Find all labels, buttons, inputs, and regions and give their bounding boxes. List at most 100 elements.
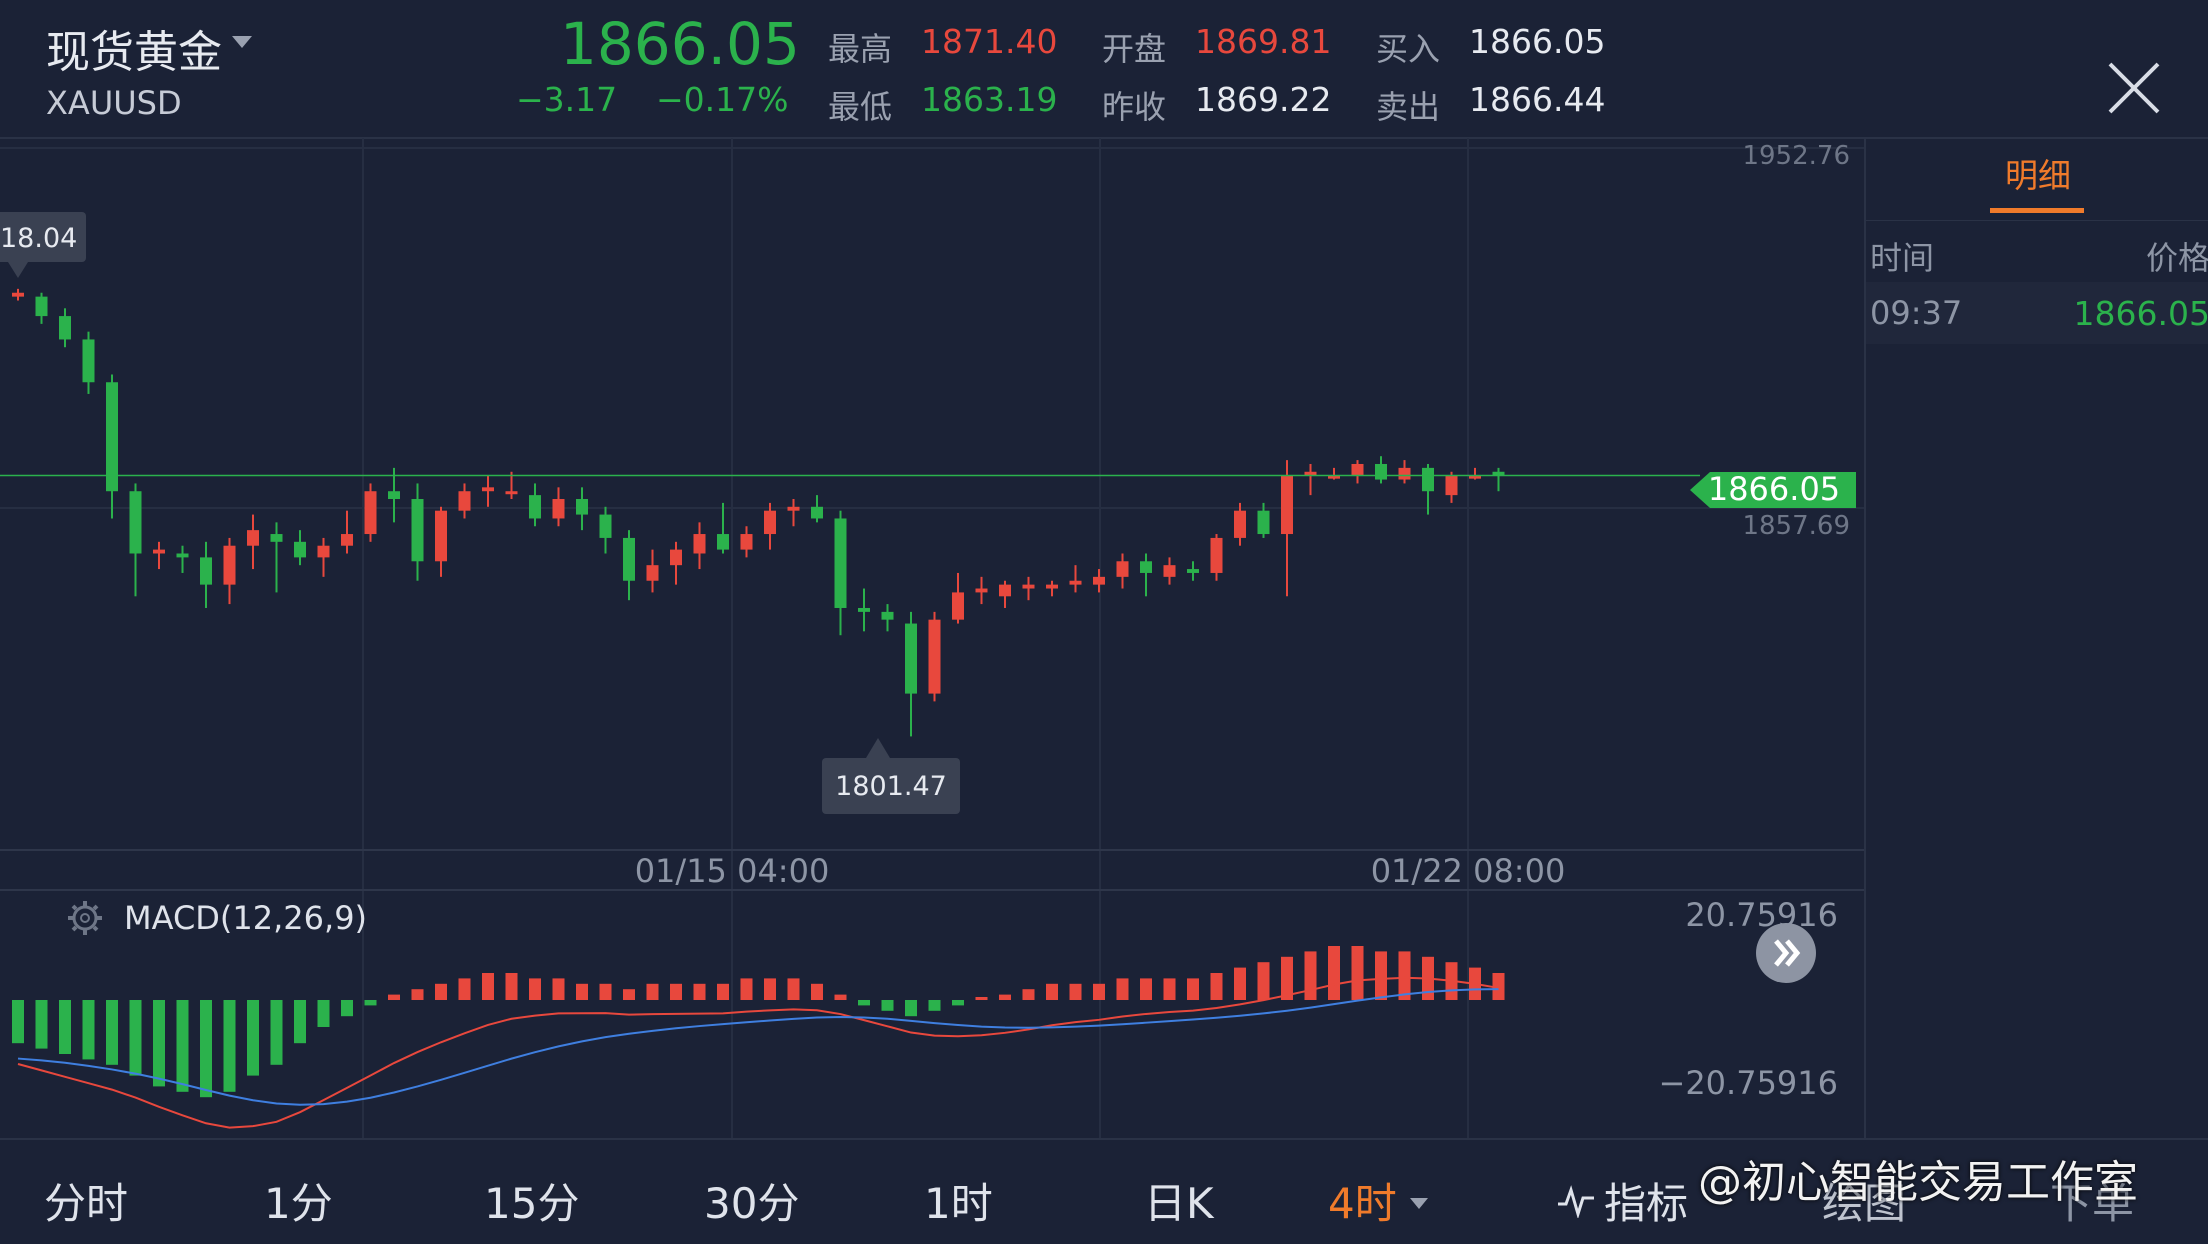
- bottom-toolbar: 分时 1分 15分 30分 1时 日K 4时 指标 绘图 下单: [0, 1138, 2208, 1244]
- ask-label: 卖出: [1376, 88, 1441, 126]
- macd-bar: [1351, 946, 1364, 1000]
- macd-bar: [505, 973, 518, 1000]
- bid-value: 1866.05: [1469, 22, 1606, 61]
- indicator-button[interactable]: 指标: [1604, 1179, 1689, 1228]
- candle-body: [623, 537, 635, 581]
- macd-bar: [740, 978, 753, 1000]
- macd-bar: [388, 994, 400, 1000]
- macd-bar: [1163, 978, 1176, 1000]
- macd-bar: [952, 1000, 964, 1006]
- candle-body: [223, 545, 236, 585]
- macd-bar: [247, 1000, 259, 1076]
- tab-detail[interactable]: 明细: [2005, 156, 2071, 195]
- macd-bar: [294, 1000, 306, 1044]
- candle-body: [975, 588, 988, 593]
- macd-bar: [1234, 967, 1246, 1000]
- macd-bar: [552, 978, 565, 1000]
- time-label-2: 01/22 08:00: [1371, 852, 1566, 890]
- macd-bar: [200, 1000, 212, 1098]
- candle-body: [1140, 561, 1152, 573]
- axis-top-label: 1952.76: [1742, 141, 1850, 171]
- candle-body: [294, 541, 306, 558]
- current-price-tag-label: 1866.05: [1708, 470, 1840, 508]
- macd-bar: [153, 1000, 165, 1087]
- tab-timeframe-1m[interactable]: 1分: [264, 1179, 333, 1228]
- macd-bar: [1257, 962, 1270, 1000]
- gear-icon[interactable]: [68, 901, 102, 935]
- macd-histogram: [12, 946, 1505, 1129]
- candle-body: [1281, 475, 1293, 535]
- double-chevron-right-icon: [1774, 939, 1801, 967]
- draw-button[interactable]: 绘图: [1822, 1179, 1907, 1228]
- candle-body: [740, 534, 753, 550]
- macd-bar: [717, 983, 729, 1000]
- macd-bar: [482, 973, 494, 1000]
- macd-bar: [1304, 951, 1317, 1000]
- candle-body: [1375, 463, 1387, 480]
- candle-body: [1398, 467, 1411, 480]
- macd-bar: [82, 1000, 95, 1060]
- chevron-down-icon[interactable]: [1410, 1198, 1428, 1209]
- instrument-title[interactable]: 现货黄金: [46, 27, 222, 78]
- high-tag-label: 18.04: [0, 223, 77, 254]
- macd-bar: [858, 1000, 870, 1006]
- prev-close-value: 1869.22: [1195, 80, 1332, 119]
- axis-mid-label: 1857.69: [1742, 511, 1850, 541]
- tab-timeframe-15m[interactable]: 15分: [484, 1179, 580, 1228]
- tab-timeframe-4h[interactable]: 4时: [1328, 1179, 1397, 1228]
- current-price-tag: 1866.05: [1690, 470, 1856, 508]
- candle-body: [599, 514, 612, 538]
- candle-body: [1328, 475, 1340, 479]
- candle-body: [106, 382, 118, 492]
- candle-body: [341, 534, 353, 546]
- candlestick-chart[interactable]: 1952.76 1857.69 1866.05 18.04 1801.47 01…: [0, 138, 1864, 1138]
- macd-label[interactable]: MACD(12,26,9): [124, 899, 367, 937]
- candle-body: [858, 607, 870, 612]
- ask-value: 1866.44: [1469, 80, 1606, 119]
- candle-body: [364, 491, 377, 535]
- tab-timeframe-day[interactable]: 日K: [1144, 1179, 1214, 1228]
- candle-body: [270, 534, 283, 542]
- macd-bar: [1069, 983, 1082, 1000]
- macd-bar: [623, 989, 635, 1000]
- high-label: 最高: [828, 30, 893, 68]
- row-time: 09:37: [1870, 294, 1963, 332]
- macd-bar: [270, 1000, 283, 1065]
- macd-bar: [1398, 951, 1411, 1000]
- detail-panel: 明细 时间 价格 09:37 1866.05: [1864, 138, 2208, 1138]
- candle-body: [811, 506, 823, 519]
- candle-body: [693, 534, 706, 554]
- chart-grid: [0, 138, 1864, 1138]
- tab-timeframe-1h[interactable]: 1时: [924, 1179, 993, 1228]
- candle-body: [905, 623, 917, 694]
- macd-bar: [411, 989, 424, 1000]
- candle-body: [59, 316, 71, 340]
- candle-body: [482, 487, 494, 492]
- low-value: 1863.19: [921, 80, 1058, 119]
- open-value: 1869.81: [1195, 22, 1332, 61]
- chart-area[interactable]: 1952.76 1857.69 1866.05 18.04 1801.47 01…: [0, 138, 1864, 1138]
- pulse-icon[interactable]: [1556, 1184, 1596, 1218]
- row-price: 1866.05: [2073, 294, 2208, 333]
- macd-bar: [693, 983, 706, 1000]
- candle-body: [1257, 510, 1270, 535]
- candle-body: [317, 545, 330, 558]
- candle-body: [1304, 471, 1317, 476]
- quote-header: 现货黄金 XAUUSD 1866.05 −3.17 −0.17% 最高 1871…: [0, 0, 2208, 139]
- macd-bar: [1492, 973, 1505, 1000]
- candle-body: [388, 491, 400, 500]
- macd-bar: [1281, 956, 1293, 1000]
- expand-button[interactable]: [1756, 923, 1816, 983]
- candle-body: [1469, 475, 1481, 479]
- tab-timeframe-30m[interactable]: 30分: [704, 1179, 800, 1228]
- macd-bar: [599, 983, 612, 1000]
- open-label: 开盘: [1102, 30, 1167, 68]
- candle-body: [1093, 576, 1105, 585]
- candle-body: [129, 491, 142, 554]
- candle-body: [1351, 463, 1364, 476]
- chevron-down-icon[interactable]: [232, 36, 252, 48]
- order-button[interactable]: 下单: [2050, 1179, 2135, 1228]
- tab-timeframe-line[interactable]: 分时: [44, 1179, 129, 1228]
- candle-body: [764, 510, 776, 535]
- close-icon[interactable]: [2106, 60, 2162, 116]
